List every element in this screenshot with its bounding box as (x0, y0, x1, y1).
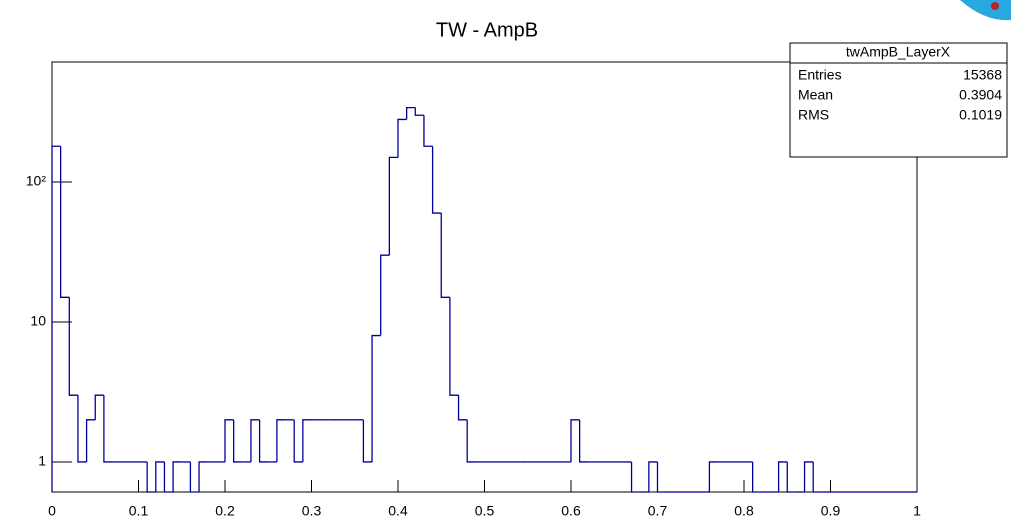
stats-value: 15368 (963, 67, 1002, 83)
y-tick-label: 10² (26, 173, 47, 189)
histogram-bin (406, 106, 416, 120)
histogram-bin (440, 213, 450, 298)
x-tick-label: 0.6 (561, 503, 581, 519)
stats-label: Mean (798, 87, 833, 103)
x-tick-label: 0.3 (302, 503, 322, 519)
x-tick-label: 0.9 (821, 503, 841, 519)
histogram-bin (397, 118, 407, 158)
histogram-bin (457, 395, 468, 421)
histogram-bin (414, 107, 424, 116)
histogram-bin (198, 461, 208, 492)
plot-frame (51, 61, 918, 493)
histogram-bin (224, 419, 234, 462)
x-tick-label: 0 (48, 503, 56, 519)
histogram-bin (103, 395, 113, 463)
histogram-bin (155, 461, 165, 492)
x-tick-label: 0.7 (648, 503, 668, 519)
stats-value: 0.3904 (959, 87, 1002, 103)
histogram-bin (362, 419, 373, 463)
histogram-bin (786, 461, 796, 493)
histogram-bin (656, 461, 667, 493)
chart-title: TW - AmpB (436, 19, 538, 41)
histogram-bin (570, 419, 580, 462)
stats-box: twAmpB_LayerX (789, 42, 1008, 158)
histogram-bin (146, 461, 156, 493)
stats-label: RMS (798, 107, 829, 123)
histogram-bin (752, 461, 762, 493)
histogram-bin (276, 419, 286, 462)
histogram-bin (812, 461, 822, 493)
stats-value: 0.1019 (959, 107, 1002, 123)
histogram-bin (388, 156, 398, 256)
histogram-bin (449, 297, 459, 396)
y-tick-label: 10 (30, 313, 46, 329)
y-tick-label: 1 (38, 453, 46, 469)
corner-logo-dot (991, 2, 999, 10)
histogram-bin (172, 461, 182, 492)
histogram-bin (579, 419, 589, 463)
histogram-bin (163, 461, 174, 493)
histogram-bin (94, 394, 104, 420)
histogram-bin (250, 419, 260, 462)
x-tick-label: 0.2 (215, 503, 235, 519)
histogram-bin (233, 419, 243, 463)
histogram-bin (803, 461, 814, 492)
histogram-bin (68, 297, 78, 396)
histogram-bin (51, 145, 61, 492)
histogram-bin (423, 115, 433, 147)
histogram-bin (380, 254, 390, 336)
histogram-bin (431, 146, 442, 214)
histogram-bin (77, 395, 87, 463)
histogram-bin (466, 419, 476, 463)
stats-title: twAmpB_LayerX (846, 44, 951, 60)
x-tick-label: 0.5 (475, 503, 495, 519)
histogram-bin (648, 461, 658, 492)
histogram-bin (777, 461, 788, 492)
x-tick-label: 0.4 (388, 503, 408, 519)
x-tick-label: 0.8 (734, 503, 754, 519)
x-tick-label: 1 (913, 503, 921, 519)
stats-frame (789, 42, 1008, 158)
histogram-bin (302, 419, 312, 462)
histogram-bin (189, 461, 200, 493)
histogram-bin (258, 419, 269, 463)
histogram-bin (293, 419, 303, 463)
histogram-bin (371, 334, 381, 462)
stats-label: Entries (798, 67, 842, 83)
histogram-bin (630, 461, 641, 493)
corner-logo (960, 0, 1011, 21)
histogram-bin (60, 146, 70, 298)
histogram-bin (85, 419, 96, 462)
x-tick-label: 0.1 (129, 503, 149, 519)
histogram-bin (708, 461, 719, 492)
